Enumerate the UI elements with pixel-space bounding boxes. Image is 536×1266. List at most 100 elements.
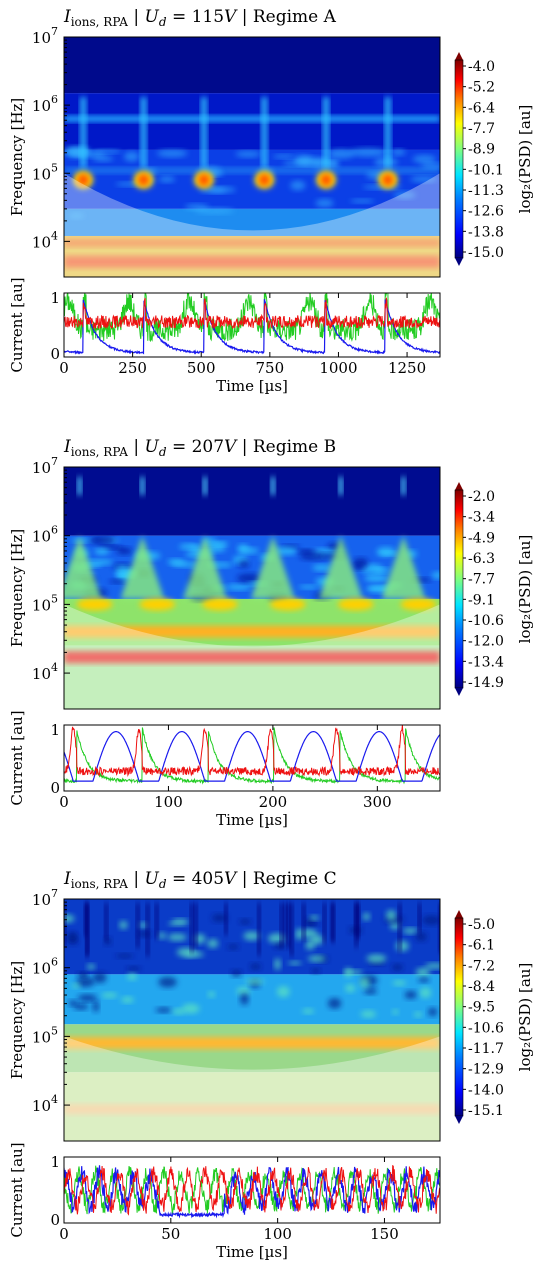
spectrogram [64,37,440,277]
colorbar-tick-label: -6.1 [468,938,495,954]
speckle [243,931,261,941]
burst-halo-5 [400,598,437,611]
speckle [410,175,438,183]
speckle [420,162,440,169]
colorbar-tick-label: -11.7 [468,1041,504,1057]
speckle [363,987,377,995]
burst-halo-2 [202,598,238,611]
dark-streak [418,903,422,934]
speckle [126,966,141,972]
speckle [391,148,406,156]
colorbar-tick-label: -15.1 [468,1103,504,1119]
low-band [64,208,440,236]
speckle [184,204,209,211]
speckle [119,920,128,930]
high-freq-region [64,37,440,94]
colorbar-tick-label: -9.5 [468,1000,495,1016]
speckle [267,933,286,944]
speckle [116,547,133,555]
ytick-label: 0 [50,345,60,363]
band-40k [64,625,440,638]
panel-title: Iions, RPA | Ud = 115V | Regime A [63,7,337,29]
speckle [302,1008,315,1014]
speckle [422,915,440,925]
spectrogram [64,899,440,1141]
speckle [94,547,110,555]
high-freq-region [64,467,440,536]
speckle [73,1003,89,1010]
xtick-label: 200 [259,793,288,811]
speckle [236,986,251,996]
speckle [81,972,88,978]
speckle [307,955,326,963]
speckle [352,563,366,570]
speckle [349,147,387,157]
dark-streak [155,903,159,939]
colorbar-tick-label: -7.7 [468,572,495,588]
ytick-label: 0 [50,779,60,797]
speckle [93,972,107,983]
trace-green [64,727,440,785]
dark-streak [283,903,287,942]
speckle [92,1000,100,1012]
dark-streak [257,903,261,956]
xtick-label: 100 [154,793,183,811]
speckle [109,579,127,584]
burst-cone-2 [183,535,227,599]
colorbar-tick-label: -13.4 [468,654,504,670]
speckle [235,150,261,158]
burst-core-0 [77,173,90,186]
burst-column-2 [200,97,207,168]
colorbar-tick-label: -14.9 [468,675,504,691]
trace-blue [64,299,440,355]
current-frame [63,724,441,792]
speckle [413,1011,423,1018]
colorbar-top-arrow [455,482,463,490]
xtick-label: 250 [118,359,147,377]
speckle [172,1008,186,1015]
dark-streak [287,903,291,949]
ytick-label: 107 [32,455,58,477]
xtick-label: 100 [263,1225,292,1243]
band-110k [64,167,440,174]
current-panel: 0 250 500 750 1000 1250 0 1 Time [µs] Current [au… [8,277,441,395]
colorbar-tick-label: -10.6 [468,613,504,629]
burst-spike-5 [401,477,406,495]
colorbar-label: log₂(PSD) [au] [516,105,534,214]
ytick-label: 105 [32,161,58,183]
speckle [366,954,387,963]
dark-streak [104,903,108,941]
speckle [274,958,281,971]
speckle [393,191,416,199]
band-600k [64,115,440,122]
speckle [359,977,370,989]
speckle [312,564,332,571]
ytick-label: 1 [50,1153,60,1171]
burst-spike-3 [270,477,275,495]
speckle [276,986,290,998]
dark-streak [356,903,360,940]
speckle [418,976,430,983]
speckle [288,961,302,966]
speckle [123,151,140,162]
dark-streak [330,903,334,942]
ytick-label: 1 [50,721,60,739]
panel-title: Iions, RPA | Ud = 405V | Regime C [63,869,337,891]
speckle [155,1007,172,1013]
cone-of-influence [64,604,440,709]
speckle [424,963,440,969]
dark-streak [323,903,327,944]
speckle [115,953,134,959]
trace-red [64,725,440,777]
panel-title: Iions, RPA | Ud = 207V | Regime B [63,437,336,459]
burst-spike-0 [77,477,82,495]
speckle [181,1003,200,1014]
colorbar-label: log₂(PSD) [au] [516,535,534,644]
burst-core-2 [197,173,210,186]
colorbar-tick-label: -6.3 [468,551,495,567]
band-9k [64,1104,440,1115]
burst-spike-1 [140,477,145,495]
speckle [374,567,391,573]
speckle [179,543,198,550]
